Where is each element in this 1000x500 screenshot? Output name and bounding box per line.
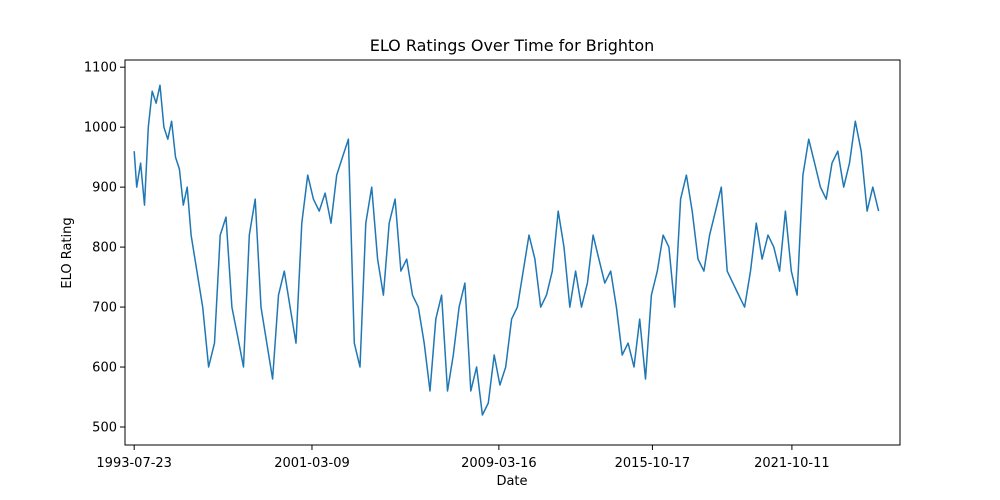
y-tick-label: 600 xyxy=(92,361,117,376)
y-axis: 500 600 700 800 900 1000 1100 xyxy=(84,61,125,436)
x-tick-label: 2015-10-17 xyxy=(615,456,691,471)
x-tick-label: 2009-03-16 xyxy=(461,456,537,471)
x-tick-label: 2021-10-11 xyxy=(754,456,830,471)
elo-series-line xyxy=(133,84,880,416)
y-tick-label: 1100 xyxy=(84,61,117,76)
plot-frame xyxy=(124,59,901,446)
x-tick-label: 1993-07-23 xyxy=(96,456,172,471)
y-tick-label: 800 xyxy=(92,241,117,256)
x-axis: 1993-07-23 2001-03-09 2009-03-16 2015-10-17… xyxy=(96,445,830,471)
chart-title: ELO Ratings Over Time for Brighton xyxy=(370,36,655,55)
y-tick-label: 700 xyxy=(92,301,117,316)
y-axis-label: ELO Rating xyxy=(60,217,75,288)
plot-area xyxy=(133,84,880,416)
x-axis-label: Date xyxy=(496,474,527,489)
y-tick-label: 1000 xyxy=(84,121,117,136)
x-tick-label: 2001-03-09 xyxy=(274,456,350,471)
y-tick-label: 900 xyxy=(92,181,117,196)
y-tick-label: 500 xyxy=(92,421,117,436)
